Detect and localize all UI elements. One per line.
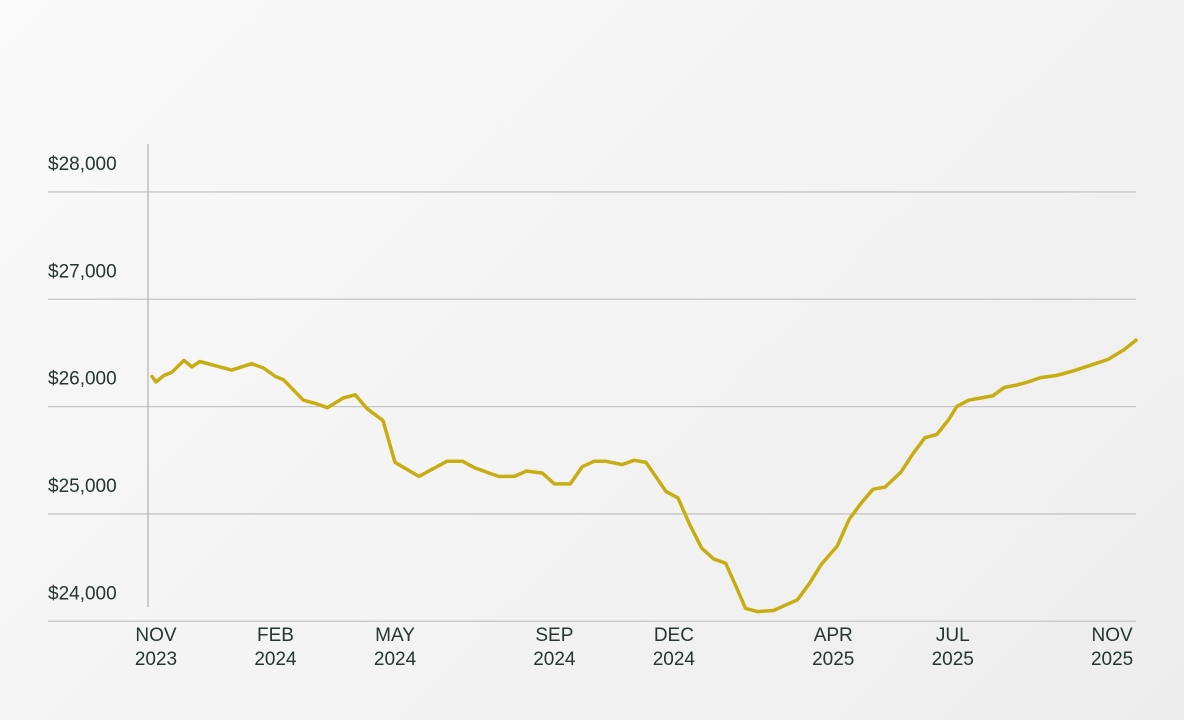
- x-tick-month-3: SEP: [535, 625, 573, 646]
- x-tick-month-5: APR: [814, 625, 853, 646]
- x-tick-year-7: 2025: [1091, 649, 1133, 670]
- x-tick-month-0: NOV: [135, 625, 177, 646]
- x-tick-month-1: FEB: [257, 625, 294, 646]
- y-tick-label: $26,000: [48, 369, 117, 390]
- x-tick-year-0: 2023: [135, 649, 177, 670]
- x-axis-tick-labels: NOV 2023 FEB 2024 MAY 2024 SEP 2024 DEC 2024 APR 20…: [135, 625, 1133, 670]
- x-tick-month-7: NOV: [1092, 625, 1134, 646]
- y-tick-label: $27,000: [48, 261, 117, 282]
- x-tick-year-1: 2024: [254, 649, 297, 670]
- x-tick-month-2: MAY: [375, 625, 415, 646]
- y-tick-label: $28,000: [48, 154, 117, 175]
- x-tick-year-6: 2025: [932, 649, 974, 670]
- y-axis-tick-labels: $24,000 $25,000 $26,000 $27,000 $28,000: [48, 154, 117, 604]
- y-tick-label: $25,000: [48, 476, 117, 497]
- x-tick-year-2: 2024: [374, 649, 417, 670]
- x-tick-month-6: JUL: [936, 625, 970, 646]
- series-line-value: [150, 338, 1138, 614]
- gridlines: [48, 191, 1136, 622]
- y-tick-label: $24,000: [48, 583, 117, 604]
- x-tick-month-4: DEC: [654, 625, 694, 646]
- x-tick-year-5: 2025: [812, 649, 854, 670]
- x-tick-year-3: 2024: [533, 649, 576, 670]
- x-tick-year-4: 2024: [653, 649, 696, 670]
